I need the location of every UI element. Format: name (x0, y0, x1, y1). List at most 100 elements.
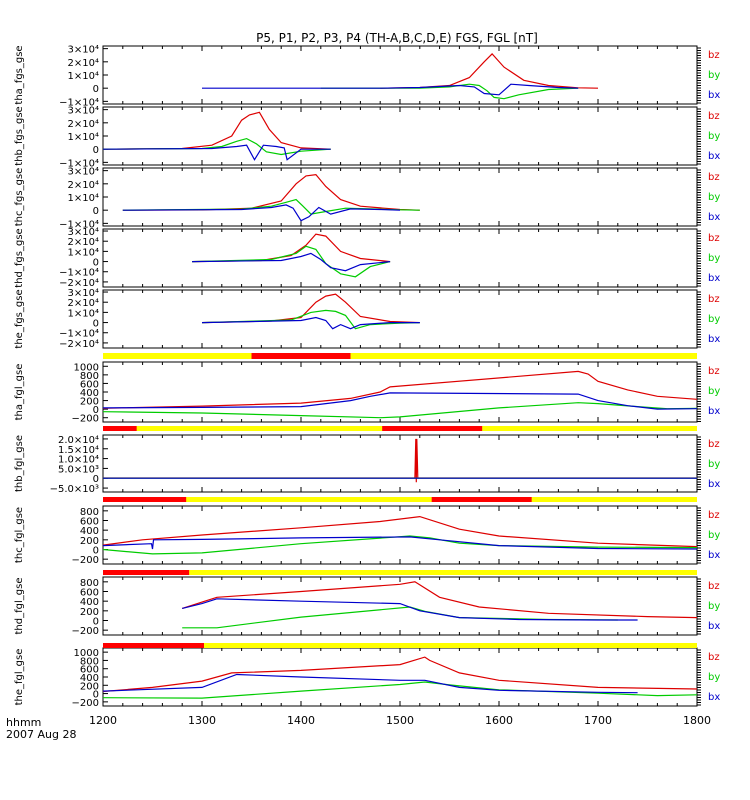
legend-bz: bz (708, 294, 720, 305)
x-tick-label: 1600 (485, 714, 513, 727)
y-axis-label: tha_fgs_gse (14, 45, 25, 104)
y-tick-label: 3×10⁴ (68, 288, 99, 299)
legend-by: by (708, 386, 720, 397)
x-tick-label: 1400 (287, 714, 315, 727)
legend-by: by (708, 314, 720, 325)
legend-bz: bz (708, 172, 720, 183)
y-axis-label: thb_fgs_gse (14, 106, 25, 165)
series-bz (201, 293, 420, 324)
panel-thc_fgs_gse: −1×10⁴ 0 1×10⁴ 2×10⁴ 3×10⁴ thc_fgs_gse bz by bx (14, 167, 720, 231)
legend-bx: bx (708, 406, 720, 417)
status-bar (103, 426, 697, 431)
y-tick-label: 3×10⁴ (68, 167, 99, 178)
y-tick-label: 1×10⁴ (68, 132, 99, 143)
y-tick-label: 600 (80, 665, 99, 676)
y-tick-label: 200 (80, 681, 99, 692)
legend-by: by (708, 192, 720, 203)
series-bz (182, 581, 697, 619)
legend-bz: bz (708, 439, 720, 450)
y-tick-label: 1×10⁴ (68, 193, 99, 204)
y-tick-label: 1×10⁴ (68, 247, 99, 258)
legend-bx: bx (708, 550, 720, 561)
y-axis-label: thc_fgs_gse (14, 168, 25, 227)
panel-tha_fgs_gse: −1×10⁴ 0 1×10⁴ 2×10⁴ 3×10⁴ tha_fgs_gse bz by bx (14, 45, 720, 109)
y-axis-label: tha_fgl_gse (14, 364, 25, 421)
legend-bz: bz (708, 233, 720, 244)
y-tick-label: 0 (93, 84, 99, 95)
series-by (103, 137, 331, 156)
y-tick-label: 2.0×10⁴ (58, 435, 99, 446)
panel-frame (102, 228, 698, 288)
y-tick-label: 3×10⁴ (68, 45, 99, 56)
x-axis: 1200 1300 1400 1500 1600 1700 1800 (89, 714, 711, 727)
y-axis-label: the_fgl_gse (14, 649, 25, 706)
y-tick-label: −5.0×10³ (50, 484, 99, 495)
y-tick-label: 3×10⁴ (68, 106, 99, 117)
y-tick-label: 200 (80, 397, 99, 408)
y-tick-label: −1×10⁴ (59, 219, 99, 230)
status-bar-yellow (103, 353, 697, 359)
series-bx (201, 316, 420, 330)
series-by (103, 535, 697, 555)
legend-by: by (708, 459, 720, 470)
status-bar-red (382, 426, 483, 431)
series-bx (103, 144, 331, 161)
legend-bz: bz (708, 581, 720, 592)
y-axis-label: the_fgs_gse (14, 289, 25, 348)
series-by (201, 309, 420, 330)
status-bar-yellow (103, 570, 697, 575)
x-tick-label: 1700 (584, 714, 612, 727)
legend-bx: bx (708, 273, 720, 284)
y-tick-label: 2×10⁴ (68, 298, 99, 309)
y-tick-label: 400 (80, 597, 99, 608)
series-bz (103, 438, 697, 483)
y-tick-label: 800 (80, 371, 99, 382)
x-tick-label: 1200 (89, 714, 117, 727)
series-lines (103, 515, 697, 555)
y-tick-label: −1×10⁴ (59, 97, 99, 108)
series-lines (182, 581, 697, 629)
panel-frame (102, 647, 698, 707)
y-tick-label: 400 (80, 673, 99, 684)
legend-bx: bx (708, 621, 720, 632)
y-tick-label: 800 (80, 507, 99, 518)
y-tick-label: 0 (93, 474, 99, 485)
x-axis-time-label: hhmm (6, 716, 41, 729)
y-tick-label: −1×10⁴ (59, 329, 99, 340)
legend-by: by (708, 131, 720, 142)
y-tick-label: 3×10⁴ (68, 227, 99, 238)
x-tick-label: 1300 (188, 714, 216, 727)
y-tick-label: 1000 (74, 362, 99, 373)
y-axis-label: thd_fgs_gse (14, 228, 25, 287)
x-tick-label: 1800 (683, 714, 711, 727)
status-bar-red (103, 570, 190, 575)
series-lines (103, 370, 697, 419)
y-tick-label: 0 (93, 690, 99, 701)
y-tick-label: −200 (72, 555, 99, 566)
legend-by: by (708, 601, 720, 612)
legend-bz: bz (708, 111, 720, 122)
y-tick-label: 0 (93, 617, 99, 628)
y-tick-label: −1×10⁴ (59, 268, 99, 279)
y-tick-label: 0 (93, 546, 99, 557)
y-tick-label: 600 (80, 588, 99, 599)
y-tick-label: 800 (80, 578, 99, 589)
series-bx (103, 392, 697, 410)
legend-bx: bx (708, 692, 720, 703)
y-tick-label: 200 (80, 536, 99, 547)
chart-title: P5, P1, P2, P3, P4 (TH-A,B,C,D,E) FGS, F… (256, 31, 538, 45)
series-lines (201, 293, 420, 330)
status-bar-red (251, 353, 351, 359)
y-tick-label: 800 (80, 656, 99, 667)
y-tick-label: 200 (80, 607, 99, 618)
series-by (182, 606, 618, 629)
legend-bx: bx (708, 212, 720, 223)
y-tick-label: −200 (72, 698, 99, 709)
series-bz (103, 370, 697, 409)
series-lines (122, 173, 420, 222)
series-bz (192, 233, 391, 263)
